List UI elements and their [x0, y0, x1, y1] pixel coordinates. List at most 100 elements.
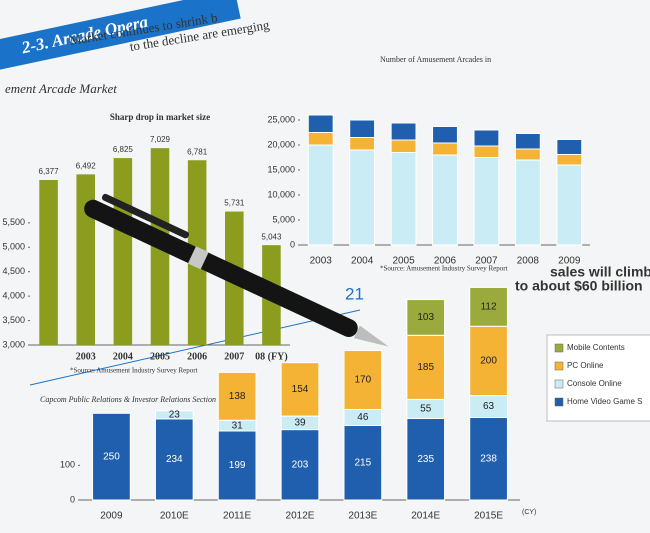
- x-tick-label: 2007: [224, 351, 244, 362]
- bar-segment: [556, 164, 583, 246]
- y-tick-label: 4,500: [2, 266, 25, 276]
- value-label: 31: [232, 420, 244, 431]
- pen-barrel: [84, 199, 358, 337]
- divider: [29, 309, 361, 386]
- y-tick-label: 5,000: [272, 214, 295, 224]
- value-label: 6,825: [113, 145, 134, 154]
- value-label: 215: [355, 457, 372, 468]
- bar-segment: [432, 154, 458, 246]
- value-label: 200: [480, 356, 497, 367]
- chart-title: Number of Amusement Arcades in: [380, 55, 491, 64]
- x-tick-label: 2005: [150, 351, 170, 362]
- x-tick-label: 2014E: [411, 511, 440, 522]
- x-tick-label: 2008: [517, 256, 540, 267]
- y-tick-label: 25,000: [267, 114, 295, 124]
- x-tick-label: 2009: [558, 256, 581, 267]
- legend-swatch: [554, 343, 564, 353]
- value-label: 138: [229, 391, 246, 402]
- bar-segment: [406, 299, 446, 336]
- bar-segment: [514, 133, 541, 150]
- value-label: 39: [294, 417, 306, 428]
- value-label: 46: [357, 412, 369, 423]
- legend-label: PC Online: [567, 361, 604, 370]
- x-tick-label: 2004: [351, 256, 374, 267]
- pen-clip: [101, 193, 190, 239]
- bar-segment: [406, 418, 446, 501]
- x-tick-label: 2006: [187, 351, 207, 362]
- bar-segment: [390, 122, 417, 141]
- bar-segment: [390, 152, 417, 246]
- y-tick-label: 3,000: [2, 339, 25, 349]
- x-tick-label: 2004: [113, 351, 133, 362]
- bar-segment: [217, 430, 257, 501]
- value-label: 154: [292, 384, 309, 395]
- value-label: 250: [103, 451, 120, 462]
- y-tick-label: 3,500: [2, 315, 25, 325]
- x-tick-label: 2013E: [348, 511, 377, 522]
- value-label: 238: [480, 453, 497, 464]
- y-tick-label: 0: [290, 239, 295, 249]
- value-label: 170: [355, 375, 372, 386]
- chart-title: sales will climb: [550, 264, 650, 280]
- x-tick-label: 2003: [76, 351, 96, 362]
- legend-label: Mobile Contents: [567, 343, 625, 352]
- bar-segment: [92, 412, 131, 501]
- x-tick-label: 2009: [100, 511, 123, 522]
- legend-box: [546, 334, 650, 422]
- bar-segment: [469, 286, 508, 327]
- y-tick-label: 4,000: [2, 291, 25, 301]
- bar-segment: [349, 119, 376, 138]
- legend-swatch: [554, 361, 564, 371]
- chart-title: Sharp drop in market size: [110, 112, 210, 122]
- x-tick-label: 08 (FY): [255, 351, 288, 362]
- bar-segment: [154, 418, 194, 501]
- bar-segment: [473, 129, 500, 147]
- bar-segment: [343, 350, 383, 410]
- legend-label: Console Online: [567, 379, 622, 388]
- x-tick-label: 2003: [310, 256, 333, 267]
- value-label: 55: [420, 404, 432, 415]
- banner-bar: [0, 0, 241, 73]
- x-tick-label: 2011E: [223, 511, 252, 522]
- bar-segment: [280, 362, 320, 417]
- x-tick-label: 2012E: [286, 511, 315, 522]
- bar-segment: [280, 429, 320, 501]
- x-tick-label: 2015E: [474, 511, 503, 522]
- bar: [39, 179, 58, 345]
- value-label: 199: [229, 460, 246, 471]
- y-tick-label: 5,500: [2, 217, 25, 227]
- value-label: 6,377: [39, 167, 60, 176]
- y-tick-label: 10,000: [267, 189, 295, 199]
- value-label: 63: [483, 401, 495, 412]
- source: *Source: Amusement Industry Survey Repor…: [70, 367, 198, 375]
- footer: Capcom Public Relations & Investor Relat…: [40, 395, 216, 404]
- value-label: 185: [417, 362, 434, 373]
- x-tick-label: 2007: [475, 256, 498, 267]
- chart-heading: ement Arcade Market: [5, 81, 117, 96]
- page-number: 21: [345, 284, 364, 303]
- value-label: 5,043: [261, 232, 282, 241]
- value-label: 7,029: [150, 135, 171, 144]
- x-tick-label: 2005: [392, 256, 415, 267]
- bar-segment: [307, 114, 334, 133]
- value-label: 203: [292, 459, 309, 470]
- chart-subtitle: to about $60 billion: [515, 278, 643, 294]
- pen-ring: [187, 246, 209, 270]
- bar-segment: [473, 157, 500, 246]
- value-label: 5,731: [224, 199, 245, 208]
- pen-body: [84, 193, 389, 347]
- y-tick-label: 5,000: [2, 242, 25, 252]
- bar-segment: [343, 424, 383, 501]
- pen-tip: [353, 325, 389, 347]
- bar-segment: [469, 325, 508, 397]
- value-label: 23: [169, 410, 181, 421]
- bar-segment: [469, 416, 508, 501]
- value-label: 103: [417, 312, 434, 323]
- y-tick-label: 0: [70, 494, 75, 504]
- x-tick-label: 2010E: [160, 511, 189, 522]
- value-label: 235: [417, 454, 434, 465]
- bar-segment: [349, 149, 376, 246]
- x-tick-label: 2006: [434, 256, 457, 267]
